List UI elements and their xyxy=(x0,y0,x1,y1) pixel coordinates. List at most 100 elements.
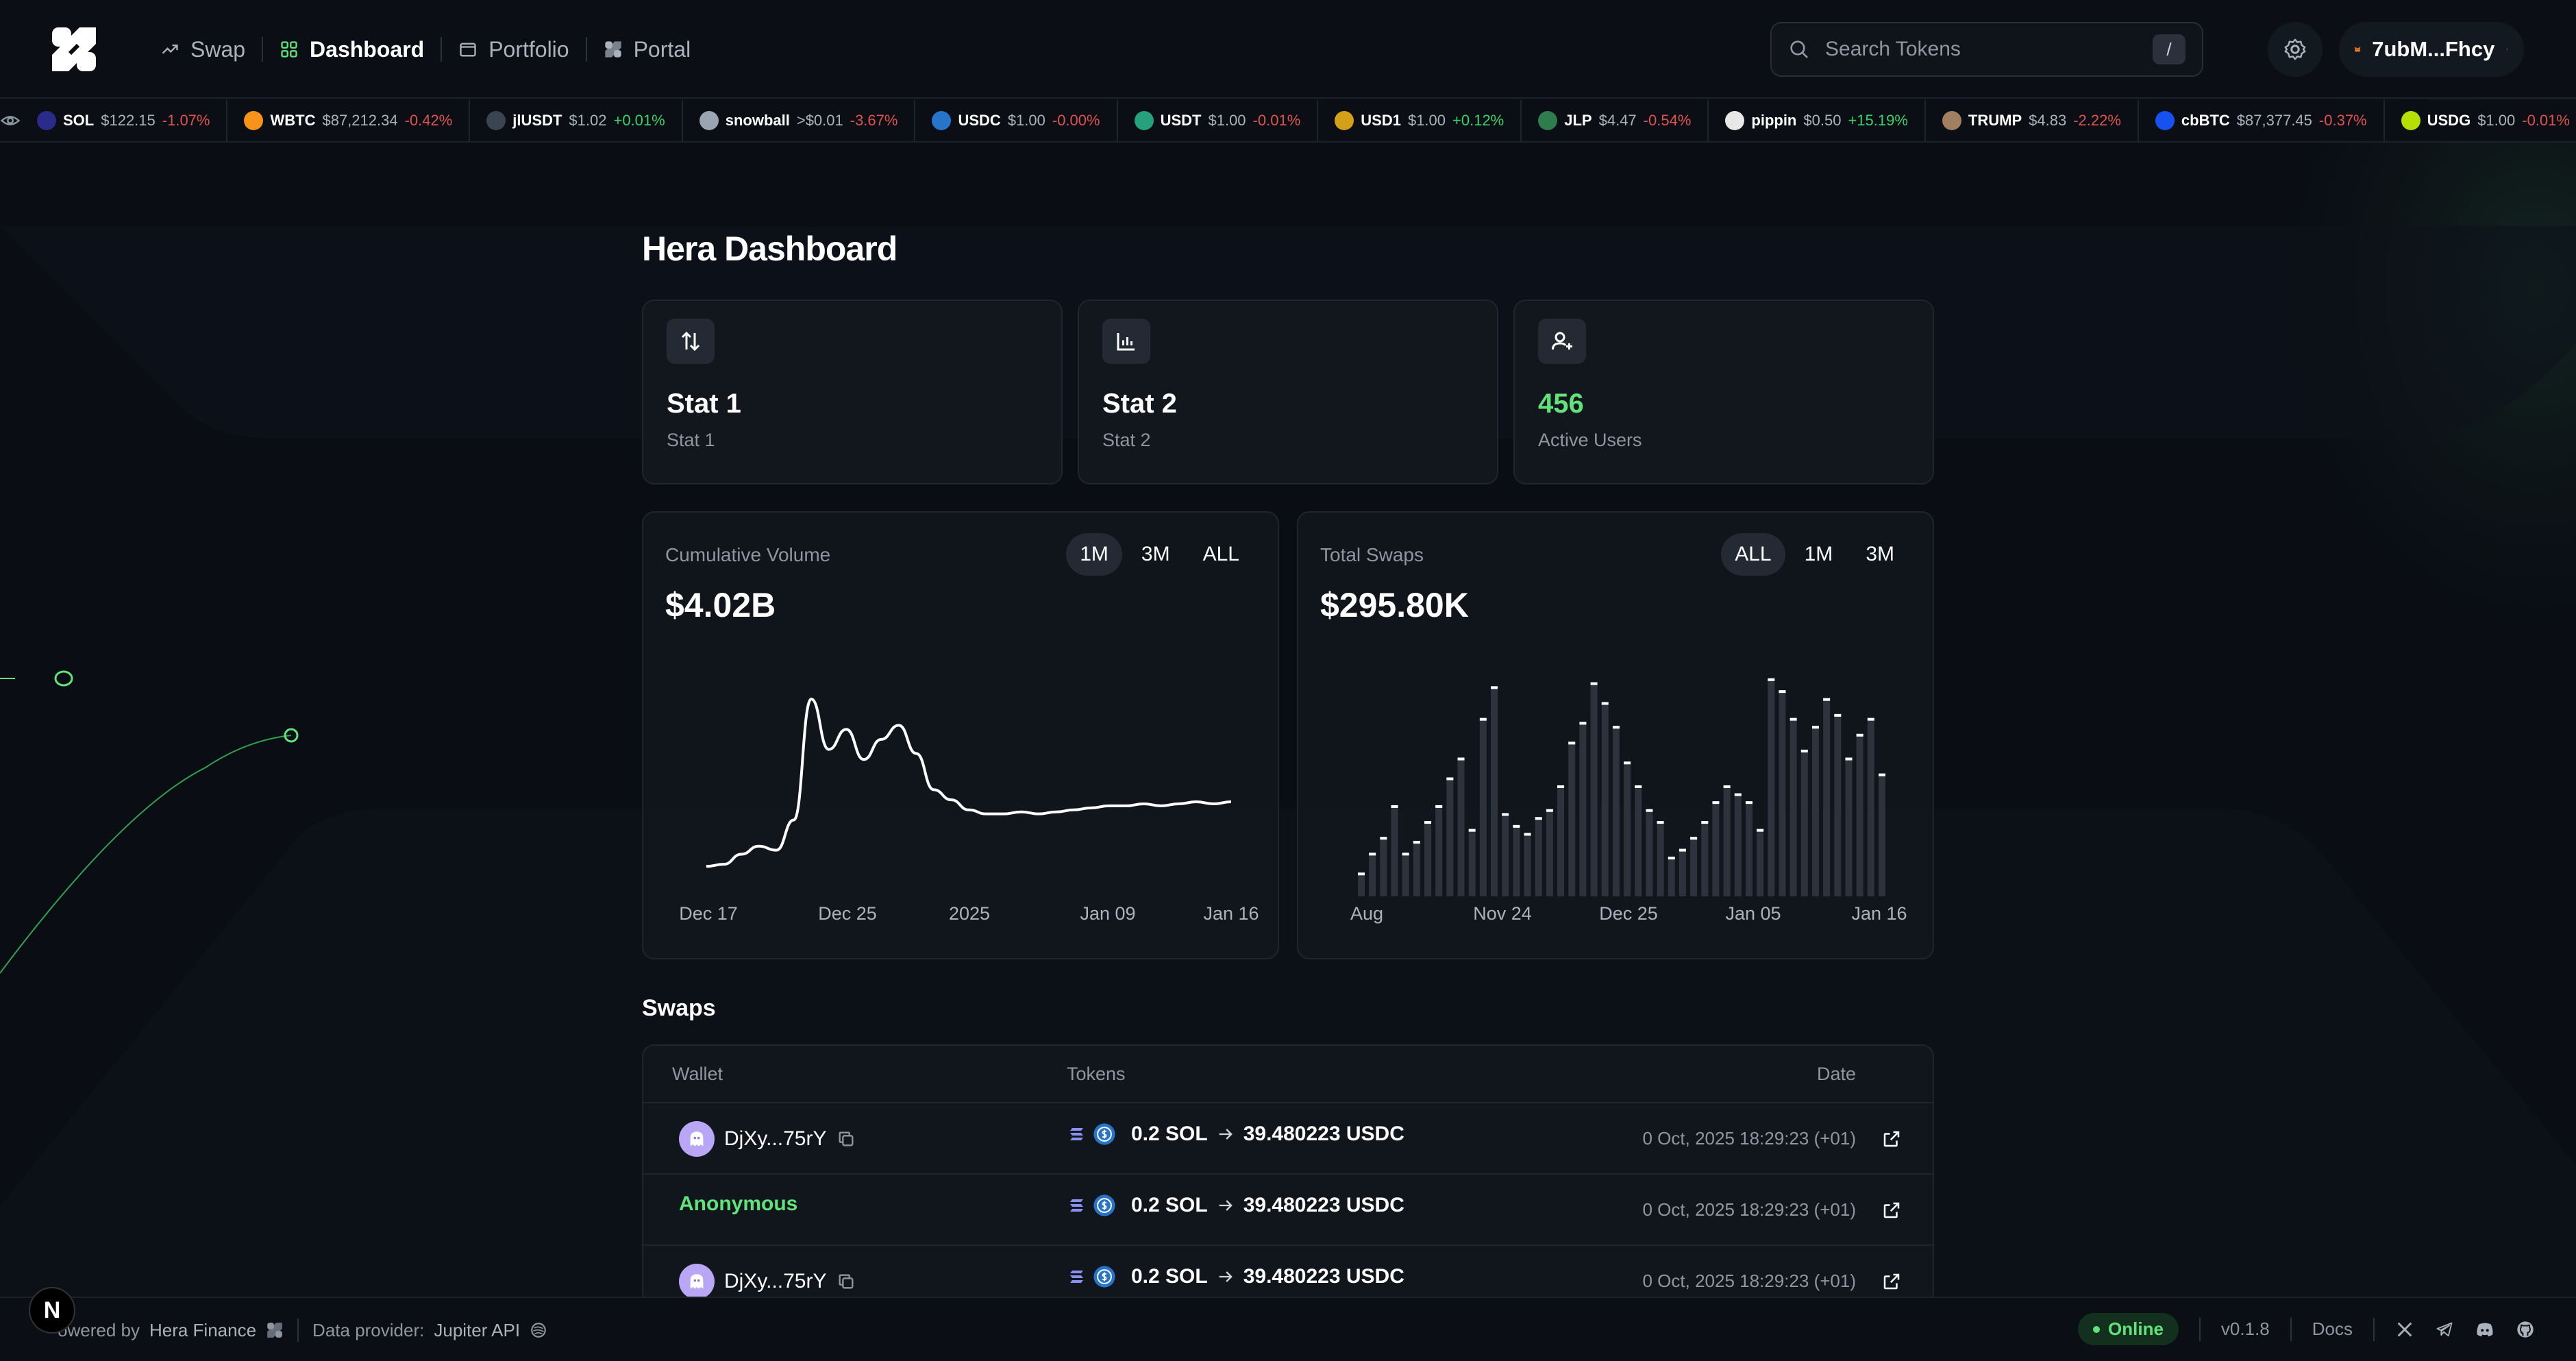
swap-bar[interactable] xyxy=(1557,785,1565,896)
token-logo-icon xyxy=(1538,111,1558,130)
swap-bar[interactable] xyxy=(1867,718,1874,896)
ticker-item[interactable]: cbBTC $87,377.45 -0.37% xyxy=(2139,100,2385,141)
range-all-button[interactable]: ALL xyxy=(1721,533,1785,576)
ticker-item[interactable]: TRUMP $4.83 -2.22% xyxy=(1926,100,2139,141)
swap-bar[interactable] xyxy=(1513,824,1520,896)
ticker-item[interactable]: pippin $0.50 +15.19% xyxy=(1709,100,1926,141)
swap-bar[interactable] xyxy=(1391,805,1398,896)
ticker-item[interactable]: jlUSDT $1.02 +0.01% xyxy=(470,100,683,141)
swap-bar[interactable] xyxy=(1546,809,1553,896)
wallet-button[interactable]: 7ubM...Fhcy xyxy=(2339,22,2524,77)
swap-bar[interactable] xyxy=(1357,872,1365,896)
swap-bar[interactable] xyxy=(1856,733,1863,896)
swap-bar[interactable] xyxy=(1646,809,1653,896)
token-logo-icon xyxy=(244,111,264,130)
range-3m-button[interactable]: 3M xyxy=(1866,543,1894,565)
docs-link[interactable]: Docs xyxy=(2312,1319,2353,1339)
table-row[interactable]: DjXy...75rY 0.2 SOL 39.480223 USDC 0 Oct… xyxy=(643,1103,1933,1175)
nav-swap[interactable]: Swap xyxy=(144,27,262,71)
swap-bar[interactable] xyxy=(1590,682,1598,896)
swap-bar[interactable] xyxy=(1502,813,1509,897)
swap-bar[interactable] xyxy=(1800,749,1808,896)
open-transaction-button[interactable] xyxy=(1878,1125,1905,1153)
discord-icon[interactable] xyxy=(2475,1319,2495,1340)
github-icon[interactable] xyxy=(2516,1320,2535,1339)
swap-bar[interactable] xyxy=(1568,741,1576,896)
ticker-item[interactable]: USDC $1.00 -0.00% xyxy=(915,100,1118,141)
wallet-address[interactable]: DjXy...75rY xyxy=(724,1270,827,1292)
swap-bar[interactable] xyxy=(1601,702,1609,897)
swap-bar[interactable] xyxy=(1668,857,1675,896)
swap-bar[interactable] xyxy=(1491,686,1498,896)
swap-bar[interactable] xyxy=(1679,848,1686,896)
nav-portfolio[interactable]: Portfolio xyxy=(442,27,585,71)
swap-bar[interactable] xyxy=(1757,829,1764,896)
x-twitter-icon[interactable] xyxy=(2395,1320,2414,1339)
copy-icon[interactable] xyxy=(837,1129,856,1149)
swap-bar[interactable] xyxy=(1878,773,1886,896)
open-transaction-button[interactable] xyxy=(1878,1197,1905,1224)
swap-bar[interactable] xyxy=(1446,777,1454,896)
swap-bar[interactable] xyxy=(1535,817,1542,896)
ticker-item[interactable]: snowball >$0.01 -3.67% xyxy=(683,100,916,141)
nav-dashboard[interactable]: Dashboard xyxy=(263,27,441,71)
swap-bar[interactable] xyxy=(1479,718,1487,896)
swap-bar[interactable] xyxy=(1690,837,1698,896)
search-input[interactable] xyxy=(1824,37,2153,62)
jupiter-api-link[interactable]: Jupiter API xyxy=(434,1319,521,1340)
swap-bar[interactable] xyxy=(1712,801,1720,896)
swap-bar[interactable] xyxy=(1845,757,1853,897)
swap-bar[interactable] xyxy=(1424,821,1432,896)
swap-bar[interactable] xyxy=(1380,837,1387,896)
swap-bar-cap xyxy=(1668,857,1675,860)
swap-bar[interactable] xyxy=(1789,718,1797,896)
swap-bar[interactable] xyxy=(1745,801,1753,896)
swap-bar[interactable] xyxy=(1779,690,1786,896)
swap-bar[interactable] xyxy=(1369,853,1376,896)
range-1m-button[interactable]: 1M xyxy=(1804,543,1833,565)
swap-bar[interactable] xyxy=(1435,805,1443,896)
swap-bar[interactable] xyxy=(1834,713,1842,896)
swap-bar[interactable] xyxy=(1701,821,1709,896)
nextjs-dev-badge[interactable]: N xyxy=(29,1287,75,1334)
ticker-item[interactable]: USDG $1.00 -0.01% xyxy=(2385,100,2576,141)
swap-bar[interactable] xyxy=(1768,678,1775,896)
hera-finance-link[interactable]: Hera Finance xyxy=(149,1319,257,1340)
hera-logo-icon[interactable] xyxy=(49,25,99,74)
ticker-item[interactable]: USDT $1.00 -0.01% xyxy=(1118,100,1319,141)
swap-bar[interactable] xyxy=(1635,785,1642,896)
table-row[interactable]: DjXy...75rY 0.2 SOL 39.480223 USDC 0 Oct… xyxy=(643,1246,1933,1303)
swap-bar[interactable] xyxy=(1413,841,1420,896)
telegram-icon[interactable] xyxy=(2435,1320,2454,1339)
swap-bar[interactable] xyxy=(1811,726,1819,896)
ticker-visibility-toggle[interactable] xyxy=(0,110,21,131)
table-row[interactable]: Anonymous 0.2 SOL 39.480223 USDC 0 Oct, … xyxy=(643,1175,1933,1246)
range-3m-button[interactable]: 3M xyxy=(1141,543,1170,565)
range-1m-button[interactable]: 1M xyxy=(1066,533,1122,576)
swap-bar[interactable] xyxy=(1657,821,1664,896)
bar-chart-icon xyxy=(1117,333,1135,351)
swap-bar[interactable] xyxy=(1457,757,1465,897)
wallet-anonymous: Anonymous xyxy=(679,1192,798,1215)
ticker-item[interactable]: WBTC $87,212.34 -0.42% xyxy=(227,100,471,141)
swap-bar[interactable] xyxy=(1468,829,1476,896)
swap-bar[interactable] xyxy=(1612,726,1620,896)
swap-bar[interactable] xyxy=(1823,698,1831,896)
ticker-item[interactable]: USD1 $1.00 +0.12% xyxy=(1318,100,1522,141)
swap-bar[interactable] xyxy=(1723,785,1731,896)
ticker-item[interactable]: SOL $122.15 -1.07% xyxy=(21,100,228,141)
nav-portal[interactable]: Portal xyxy=(587,27,708,71)
swap-bar[interactable] xyxy=(1734,793,1742,896)
wallet-address: 7ubM...Fhcy xyxy=(2372,37,2495,61)
swap-bar[interactable] xyxy=(1402,853,1409,896)
copy-icon[interactable] xyxy=(837,1272,856,1291)
ticker-item[interactable]: JLP $4.47 -0.54% xyxy=(1522,100,1709,141)
token-search[interactable]: / xyxy=(1770,22,2203,77)
range-all-button[interactable]: ALL xyxy=(1202,543,1239,565)
swap-bar[interactable] xyxy=(1524,833,1531,896)
swap-bar[interactable] xyxy=(1579,722,1587,896)
wallet-address[interactable]: DjXy...75rY xyxy=(724,1127,827,1150)
open-transaction-button[interactable] xyxy=(1878,1268,1905,1295)
settings-button[interactable] xyxy=(2268,22,2323,77)
swap-bar[interactable] xyxy=(1624,761,1631,896)
